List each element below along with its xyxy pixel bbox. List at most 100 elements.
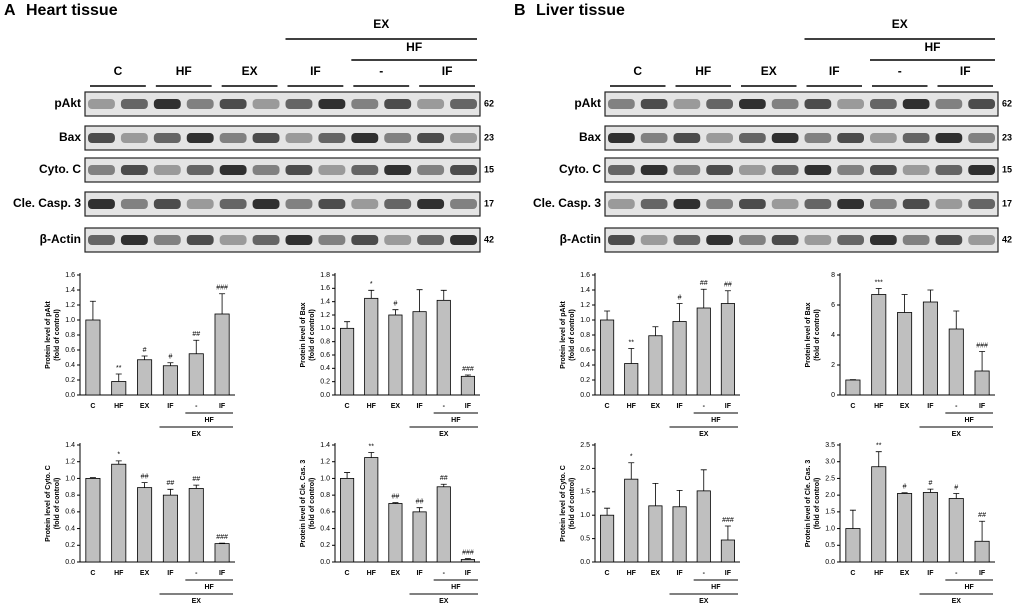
y-tick-label: 0.0 [65, 392, 75, 399]
y-tick-label: 1.6 [580, 272, 590, 279]
y-tick-label: 1.2 [320, 459, 330, 466]
band [673, 199, 701, 209]
band [870, 165, 897, 175]
error-bar [901, 492, 908, 494]
band [837, 99, 864, 109]
x-tick-label: IF [465, 570, 472, 577]
x-tick-label: - [443, 570, 446, 577]
row-label: pAkt [574, 96, 601, 110]
significance: ## [700, 280, 708, 287]
significance: ## [192, 331, 200, 338]
group-label: EX [192, 598, 202, 605]
lane-label: HF [695, 64, 711, 78]
y-tick-label: 2.5 [580, 442, 590, 449]
x-tick-label: IF [927, 403, 934, 410]
y-axis-label: Protein level of pAkt [45, 300, 52, 368]
band [608, 235, 635, 245]
bar [948, 498, 964, 563]
bar [696, 307, 711, 396]
band [88, 199, 115, 209]
band [935, 199, 963, 209]
bar [436, 299, 451, 396]
y-tick-label: 0.5 [825, 542, 835, 549]
y-tick-label: 0.8 [580, 332, 590, 339]
band [804, 133, 832, 143]
x-tick-label: HF [114, 570, 124, 577]
band [935, 133, 963, 143]
bar [412, 311, 427, 396]
group-label: EX [192, 431, 202, 438]
band [285, 99, 313, 109]
band [384, 199, 412, 209]
y-tick-label: 1.4 [580, 287, 590, 294]
band [153, 235, 181, 245]
bar [600, 514, 615, 563]
x-tick-label: - [443, 403, 446, 410]
band [153, 165, 181, 175]
band [608, 133, 635, 143]
kda-label: 62 [1002, 98, 1012, 108]
y-tick-label: 3.5 [825, 442, 835, 449]
band [640, 235, 668, 245]
bar [600, 319, 615, 396]
y-tick-label: 0.2 [320, 379, 330, 386]
error-bar [628, 348, 635, 364]
y-axis-label: (fold of control) [569, 478, 576, 530]
band [771, 235, 799, 245]
band [706, 99, 733, 109]
significance: # [143, 347, 147, 354]
row-label: Cle. Casp. 3 [533, 196, 601, 210]
y-tick-label: 3.0 [825, 459, 835, 466]
group-label: HF [964, 584, 974, 591]
group-label: EX [892, 17, 908, 31]
band [88, 235, 115, 245]
lane-label: - [898, 64, 902, 78]
x-tick-label: IF [416, 570, 423, 577]
bar [624, 478, 639, 563]
bar [214, 313, 230, 396]
band [351, 235, 379, 245]
error-bar [464, 558, 471, 560]
group-label: HF [711, 417, 721, 424]
band [902, 99, 930, 109]
band [384, 235, 412, 245]
band [186, 235, 214, 245]
x-tick-label: EX [651, 570, 661, 577]
band [673, 133, 701, 143]
bar [436, 486, 451, 563]
x-tick-label: EX [140, 403, 150, 410]
band [450, 133, 477, 143]
y-axis-label: Protein level of Cle. Cas. 3 [805, 460, 812, 548]
band [285, 235, 313, 245]
group-label: EX [439, 431, 449, 438]
bar [162, 494, 178, 563]
bar [897, 493, 913, 563]
band [153, 99, 181, 109]
error-bar [628, 462, 635, 480]
error-bar [368, 289, 375, 299]
band [902, 165, 930, 175]
lane-label: IF [442, 64, 453, 78]
band [706, 165, 733, 175]
bar [720, 539, 735, 563]
band [186, 199, 214, 209]
y-tick-label: 1.2 [320, 312, 330, 319]
kda-label: 62 [484, 98, 494, 108]
bar [696, 490, 711, 563]
blot-strip [84, 191, 481, 217]
band [219, 99, 247, 109]
band [902, 199, 930, 209]
error-bar [141, 482, 148, 488]
band [968, 165, 995, 175]
row-label: Bax [59, 130, 81, 144]
bar [845, 379, 861, 396]
x-tick-label: - [703, 570, 706, 577]
band [935, 99, 963, 109]
lane-label: C [633, 64, 642, 78]
x-tick-label: EX [900, 403, 910, 410]
significance: ## [416, 499, 424, 506]
error-bar [652, 482, 659, 506]
significance: ## [724, 282, 732, 289]
x-tick-label: HF [114, 403, 124, 410]
